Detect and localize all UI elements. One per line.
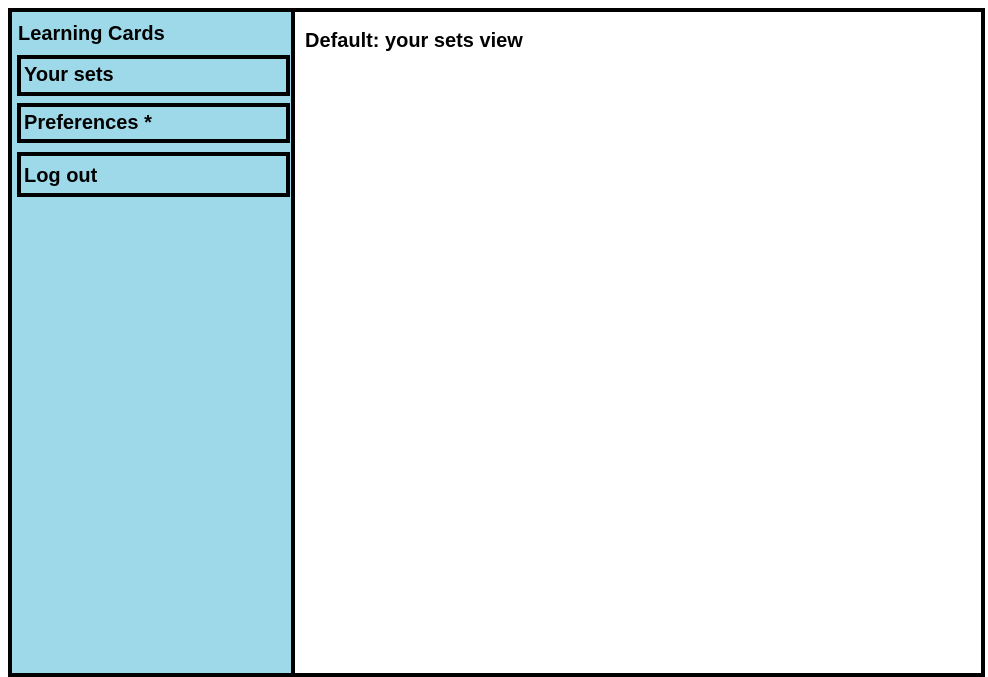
page-title: Default: your sets view — [305, 30, 523, 52]
sidebar-item-preferences[interactable]: Preferences * — [17, 103, 290, 143]
sidebar-item-your-sets[interactable]: Your sets — [17, 55, 290, 96]
main-content: Default: your sets view — [295, 12, 981, 673]
sidebar: Learning Cards Your sets Preferences * L… — [12, 12, 295, 673]
sidebar-item-log-out[interactable]: Log out — [17, 152, 290, 197]
app-window: Learning Cards Your sets Preferences * L… — [8, 8, 985, 677]
app-title: Learning Cards — [18, 23, 165, 45]
